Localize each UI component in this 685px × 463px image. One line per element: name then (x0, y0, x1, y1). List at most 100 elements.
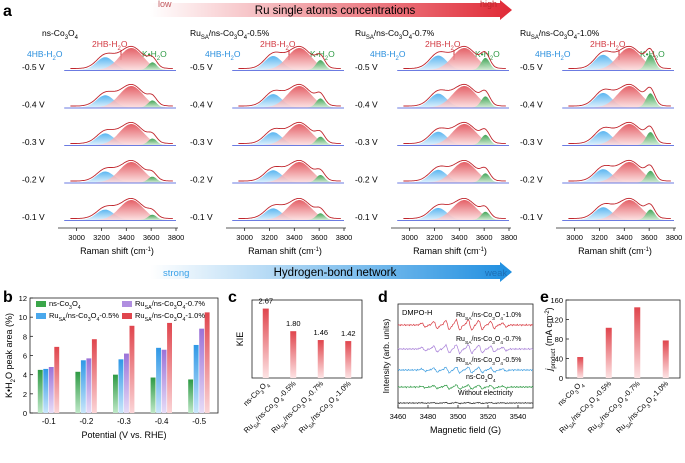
peak-label-4hb: 4HB-H2O (535, 49, 571, 62)
bar-ns-Co3O4 (37, 369, 43, 413)
peak-k-fill (139, 62, 166, 70)
x-axis-label: Raman shift (cm-1) (413, 246, 487, 256)
y-tick-label: 6 (23, 352, 27, 361)
bar-ns-Co3O4 (113, 374, 118, 413)
epr-title: DMPO-H (402, 308, 432, 317)
hydrogen-bond-gradient-arrow (150, 262, 512, 282)
peak-k-fill (307, 175, 334, 183)
y-axis-label: KIE (235, 332, 245, 347)
x-tick-label: 3400 (118, 233, 135, 242)
raman-sample-title: RuSA/ns-Co3O4-0.5% (190, 28, 270, 41)
x-axis-label: Raman shift (cm-1) (80, 246, 154, 256)
peak-k-fill (637, 170, 664, 183)
gradient-strong-label: strong (163, 268, 189, 279)
y-axis-label: K•H2O peak area (%) (4, 313, 17, 398)
fit-envelope (70, 197, 173, 219)
legend-label: ns-Co3O4 (49, 299, 81, 311)
gradient-weak-label: weak (484, 268, 507, 279)
raman-row: -0.4 V (355, 83, 509, 110)
fit-envelope (403, 121, 506, 144)
x-axis-label: Magnetic field (G) (430, 425, 501, 435)
potential-label: -0.3 V (190, 137, 213, 147)
raman-row: -0.3 V (22, 121, 176, 147)
plot-frame (397, 303, 534, 409)
potential-label: -0.4 V (355, 100, 378, 110)
raman-row: -0.2 V (190, 159, 344, 185)
y-tick-label: 80 (555, 335, 563, 344)
panel-b-letter: b (3, 289, 13, 306)
gradient-title: Ru single atoms concentrations (255, 5, 416, 17)
potential-label: -0.4 V (22, 100, 45, 110)
epr-trace (397, 318, 534, 331)
panel-a-raman-grid: ns-Co3O4 4HB-H2O 2HB-H2O K•H2O -0.5 V -0.4 V -… (22, 28, 682, 256)
fit-envelope (403, 45, 506, 69)
x-tick-label: 3540 (510, 412, 527, 421)
product-bar (634, 307, 641, 378)
peak-k-fill (637, 54, 664, 70)
x-tick-label: 3000 (401, 233, 418, 242)
potential-label: -0.3 V (355, 137, 378, 147)
peak-2hb-fill (95, 124, 167, 145)
gradient-high-label: high (480, 0, 497, 9)
bar-ns-Co3O4 (150, 377, 156, 413)
bar-RuSA/ns-Co3O4-0.7% (161, 349, 167, 413)
fit-envelope (70, 83, 173, 107)
peak-k-fill (637, 93, 664, 108)
bar-RuSA/ns-Co3O4-1.0% (54, 346, 60, 413)
concentration-gradient-arrow (150, 0, 512, 20)
peak-label-2hb: 2HB-H2O (590, 39, 626, 52)
fit-envelope (568, 197, 671, 219)
kie-value-label: 1.80 (286, 319, 301, 328)
x-tick-label: 3600 (311, 233, 328, 242)
fit-envelope (568, 121, 671, 144)
y-tick-label: 0 (23, 409, 27, 418)
potential-label: -0.1 V (520, 212, 543, 222)
y-tick-label: 12 (19, 294, 27, 303)
bar-RuSA/ns-Co3O4-0.7% (199, 328, 205, 413)
potential-label: -0.1 V (355, 212, 378, 222)
x-tick-label: 3400 (616, 233, 633, 242)
fit-envelope (403, 159, 506, 182)
fit-envelope (568, 45, 671, 69)
x-tick-label: -0.3 (117, 417, 131, 426)
x-tick-label: 3520 (480, 412, 497, 421)
x-tick-label: 3600 (476, 233, 493, 242)
peak-k-fill (472, 211, 499, 220)
peak-label-k: K•H2O (475, 49, 500, 62)
raman-row: -0.2 V (22, 159, 176, 185)
raman-row: -0.1 V (520, 197, 674, 222)
raman-row: -0.4 V (22, 83, 176, 110)
potential-label: -0.5 V (355, 62, 378, 72)
plot-frame (251, 299, 363, 379)
raman-row: -0.4 V (520, 83, 674, 110)
bar-RuSA/ns-Co3O4-0.7% (86, 358, 92, 413)
x-tick-label: 3000 (566, 233, 583, 242)
x-tick-label: 3200 (591, 233, 608, 242)
raman-sample-title: RuSA/ns-Co3O4-0.7% (355, 28, 435, 41)
bar-ns-Co3O4 (188, 379, 194, 413)
bar-RuSA/ns-Co3O4-1.0% (91, 339, 97, 413)
fit-envelope (568, 159, 671, 182)
fit-envelope (238, 83, 341, 107)
potential-label: -0.2 V (355, 175, 378, 185)
y-tick-label: 40 (555, 355, 563, 364)
x-tick-label: 3400 (286, 233, 303, 242)
legend-swatch (36, 313, 46, 319)
fit-envelope (238, 159, 341, 182)
peak-2hb-fill (95, 86, 167, 108)
product-bar (662, 340, 669, 378)
peak-label-4hb: 4HB-H2O (370, 49, 406, 62)
peak-2hb-fill (95, 162, 167, 183)
bar-RuSA/ns-Co3O4-0.7% (48, 367, 54, 413)
legend-label: RuSA/ns-Co3O4-0.7% (135, 299, 205, 311)
potential-label: -0.2 V (22, 175, 45, 185)
fit-envelope (238, 45, 341, 69)
raman-panel-2: RuSA/ns-Co3O4-0.5%4HB-H2O2HB-H2OK•H2O-0.… (190, 28, 352, 256)
fit-envelope (403, 83, 506, 107)
y-tick-label: 4 (23, 371, 27, 380)
x-axis-label: Raman shift (cm-1) (248, 246, 322, 256)
x-tick-label: -0.4 (155, 417, 169, 426)
fit-envelope (70, 45, 173, 69)
epr-trace (397, 366, 534, 374)
